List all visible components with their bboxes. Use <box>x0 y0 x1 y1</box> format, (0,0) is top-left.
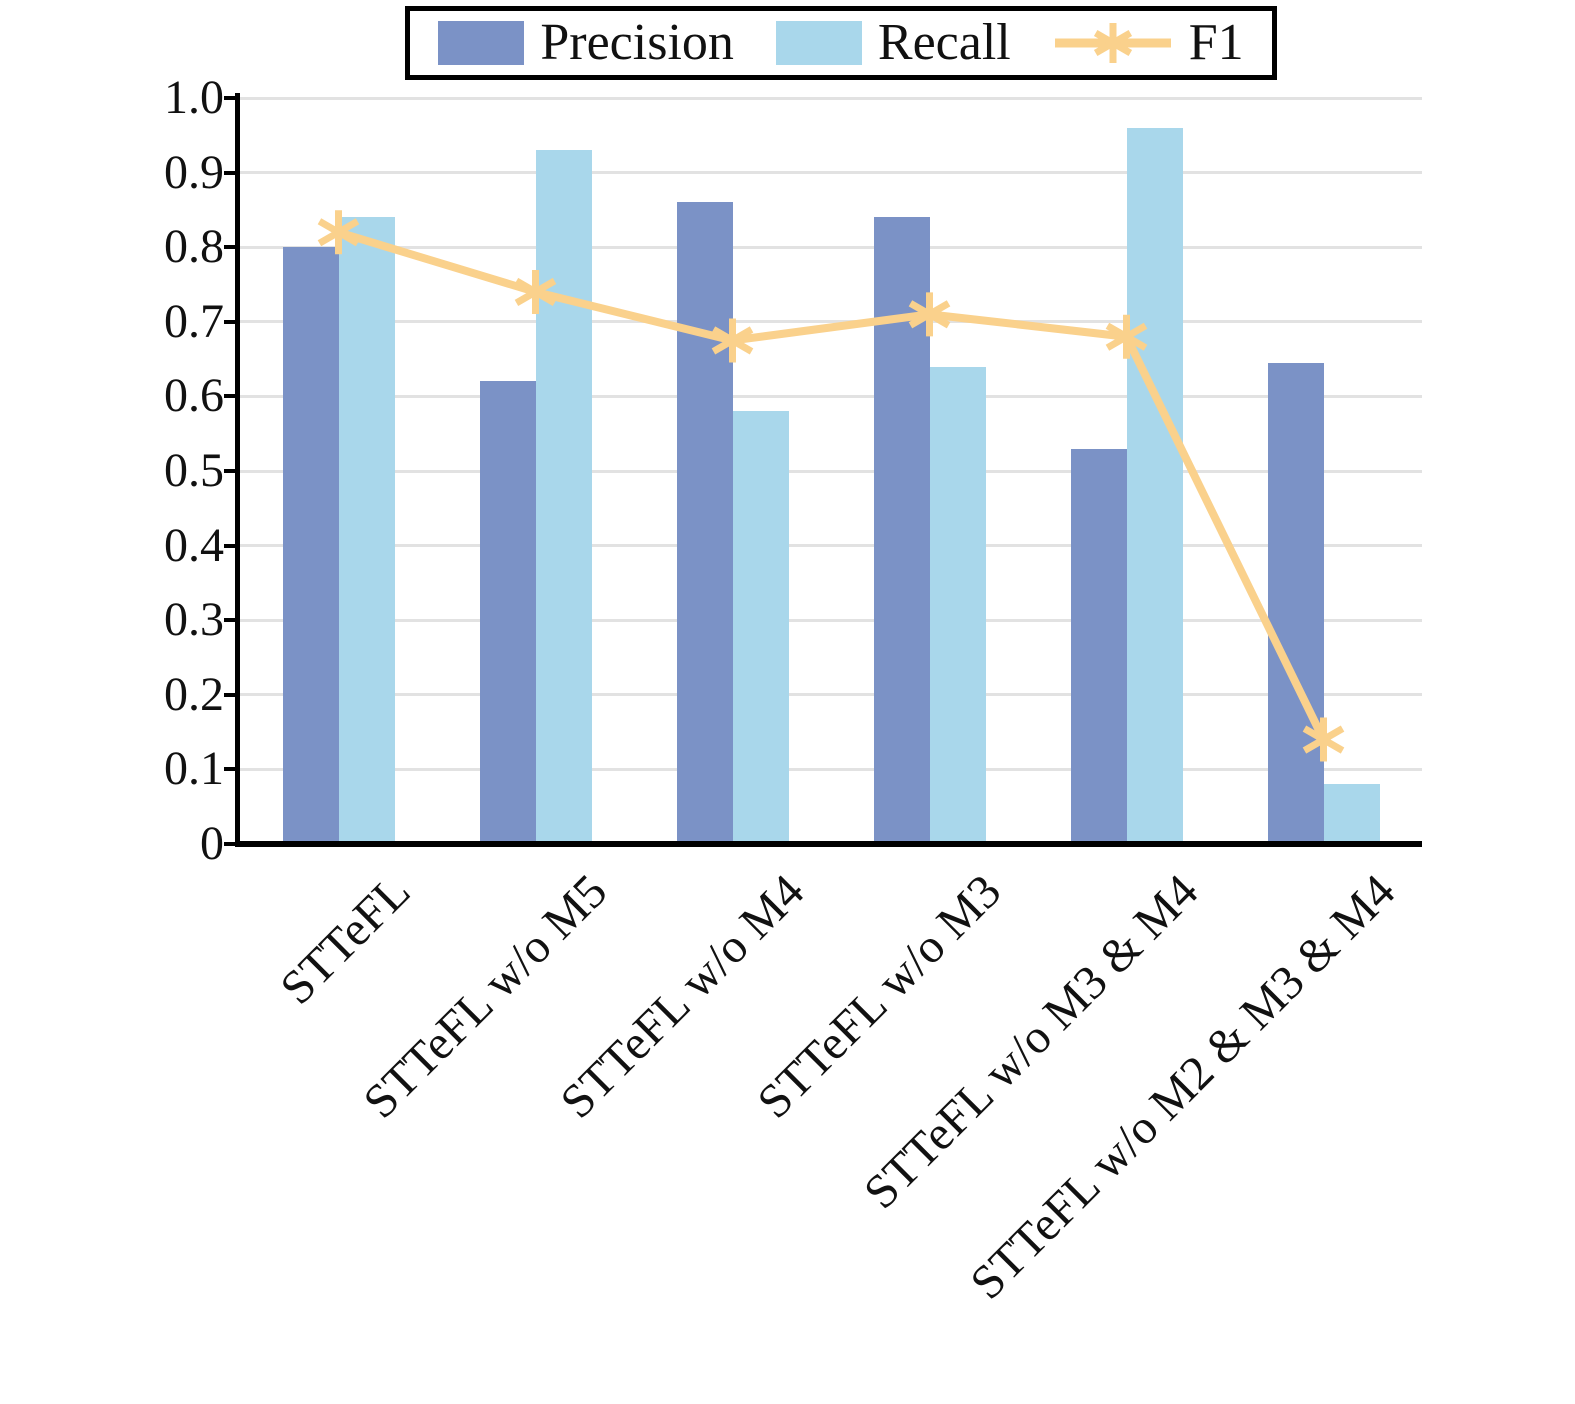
bar-precision-2 <box>676 202 733 844</box>
bar-recall-2 <box>732 411 789 844</box>
bar-recall-1 <box>535 150 592 844</box>
f1-line <box>337 228 1328 742</box>
gridline <box>240 394 1422 398</box>
bar-precision-1 <box>479 381 536 844</box>
y-axis-line <box>235 93 240 847</box>
y-tick-mark <box>224 618 237 623</box>
y-tick-mark <box>224 245 237 250</box>
y-tick-label: 0.7 <box>164 294 224 348</box>
y-tick-label: 0.1 <box>164 742 224 796</box>
y-tick-label: 0.6 <box>164 369 224 423</box>
gridline <box>240 245 1422 249</box>
bar-recall-4 <box>1126 127 1183 844</box>
plot-area <box>240 96 1422 844</box>
f1-line-marker-icon <box>1054 23 1171 63</box>
bar-precision-5 <box>1267 362 1324 844</box>
y-tick-mark <box>224 469 237 473</box>
bar-recall-0 <box>338 217 395 844</box>
legend-asterisk-icon <box>1093 23 1132 63</box>
f1-marker-1 <box>514 269 557 314</box>
x-tick-label-4: STTeFL w/o M3 & M4 <box>854 864 1209 1220</box>
legend-label-recall: Recall <box>877 14 1011 71</box>
gridline <box>240 171 1422 175</box>
y-tick-label: 0.2 <box>164 667 224 721</box>
f1-marker-3 <box>908 292 951 337</box>
gridline <box>240 544 1422 548</box>
y-tick-label: 1.0 <box>164 71 224 124</box>
y-tick-label: 0 <box>200 817 224 870</box>
gridline <box>240 693 1422 697</box>
gridline <box>240 767 1422 771</box>
bar-recall-5 <box>1323 784 1380 844</box>
f1-marker-2 <box>711 318 754 363</box>
legend-item-recall: Recall <box>775 14 1011 71</box>
y-tick-mark <box>224 319 237 324</box>
legend-item-f1: F1 <box>1053 15 1244 71</box>
bar-precision-4 <box>1070 448 1127 844</box>
legend: Precision Recall F1 <box>405 6 1277 80</box>
f1-line-layer <box>317 210 1345 762</box>
legend-item-precision: Precision <box>438 17 734 69</box>
y-tick-label: 0.5 <box>164 444 224 497</box>
y-tick-label: 0.3 <box>164 593 224 647</box>
y-tick-mark <box>224 96 237 100</box>
recall-swatch-icon <box>775 21 862 65</box>
x-tick-label-0: STTeFL <box>270 864 421 1015</box>
legend-label-precision: Precision <box>540 14 734 71</box>
bar-precision-0 <box>282 247 339 844</box>
precision-swatch-icon <box>438 21 525 65</box>
f1-marker-0 <box>317 210 360 255</box>
gridline <box>240 618 1422 622</box>
gridline <box>240 96 1422 100</box>
y-tick-mark <box>224 543 237 548</box>
x-tick-label-5: STTeFL w/o M2 & M3 & M4 <box>960 864 1406 1310</box>
y-tick-mark <box>224 842 237 846</box>
y-tick-mark <box>224 170 237 175</box>
gridline <box>240 320 1422 324</box>
y-tick-mark <box>224 767 237 772</box>
y-tick-mark <box>224 692 237 697</box>
f1-marker-5 <box>1302 717 1345 762</box>
gridline <box>240 469 1422 473</box>
bar-recall-3 <box>929 366 986 844</box>
x-axis-line <box>235 841 1422 847</box>
f1-marker-4 <box>1105 314 1148 359</box>
legend-label-f1: F1 <box>1188 14 1244 71</box>
y-tick-label: 0.9 <box>164 145 224 199</box>
y-tick-mark <box>224 394 237 399</box>
y-tick-label: 0.8 <box>164 220 224 274</box>
y-tick-label: 0.4 <box>164 518 224 572</box>
